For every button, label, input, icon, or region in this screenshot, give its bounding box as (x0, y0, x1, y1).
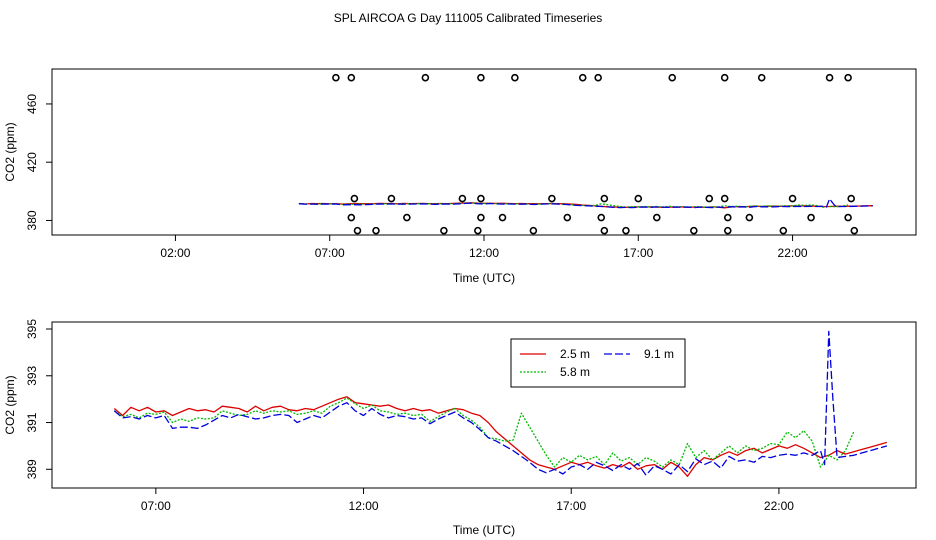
calibration-points (332, 73, 859, 235)
legend: 2.5 m 5.8 m 9.1 m (510, 338, 686, 388)
calibration-point (723, 226, 732, 235)
calibration-point (634, 194, 643, 203)
x-tick-label: 12:00 (349, 499, 379, 513)
legend-box (510, 338, 686, 388)
calibration-point (723, 213, 732, 222)
legend-label-5-8m: 5.8 m (560, 365, 590, 379)
calibration-point (757, 73, 766, 82)
legend-label-2-5m: 2.5 m (560, 347, 590, 361)
calibration-point (350, 194, 359, 203)
calibration-point (548, 194, 556, 203)
y-tick-label: 460 (25, 94, 39, 114)
top-y-axis-label: CO2 (ppm) (3, 122, 17, 181)
calibration-point (600, 226, 609, 235)
calibration-point (440, 226, 448, 235)
bottom-x-axis-label: Time (UTC) (453, 523, 515, 537)
x-tick-label: 22:00 (778, 246, 808, 260)
calibration-point (705, 194, 714, 203)
y-tick-label: 391 (25, 412, 39, 432)
calibration-point (529, 226, 538, 235)
calibration-point (847, 194, 856, 203)
top-x-axis-label: Time (UTC) (453, 271, 515, 285)
calibration-point (622, 226, 630, 235)
calibration-point (825, 73, 834, 82)
calibration-point (652, 213, 661, 222)
calibration-point (844, 213, 852, 222)
series-line-5-8-m (113, 397, 855, 468)
calibration-point (788, 194, 797, 203)
top-panel-frame (51, 68, 917, 236)
calibration-point (332, 73, 340, 82)
calibration-point (387, 194, 396, 203)
calibration-point (720, 73, 729, 82)
y-tick-label: 393 (25, 365, 39, 385)
calibration-point (474, 226, 482, 235)
calibration-point (403, 213, 411, 222)
calibration-point (477, 73, 485, 82)
y-tick-label: 389 (25, 459, 39, 479)
x-tick-label: 07:00 (141, 499, 171, 513)
calibration-point (458, 194, 467, 203)
calibration-point (597, 213, 606, 222)
calibration-point (511, 73, 519, 82)
calibration-point (477, 194, 485, 203)
calibration-point (594, 73, 602, 82)
calibration-point (347, 213, 356, 222)
calibration-point (347, 73, 356, 82)
bottom-panel-frame (51, 321, 917, 489)
calibration-point (690, 226, 698, 235)
bottom-series-lines (113, 330, 888, 477)
bottom-panel: 389 391 393 395 07:00 12:00 17:00 22:00 Time (… (3, 319, 917, 537)
calibration-point (477, 213, 485, 222)
y-tick-label: 420 (25, 152, 39, 172)
top-y-axis: 380 420 460 (25, 76, 53, 230)
calibration-point (563, 213, 572, 222)
x-tick-label: 17:00 (623, 246, 653, 260)
series-line-2-5-m (113, 396, 888, 477)
top-x-axis: 02:00 07:00 12:00 17:00 22:00 (160, 234, 808, 260)
bottom-y-axis: 389 391 393 395 (25, 319, 53, 479)
y-tick-label: 380 (25, 210, 39, 230)
calibration-point (807, 213, 815, 222)
series-line-9-1-m (298, 198, 873, 209)
legend-label-9-1m: 9.1 m (644, 347, 674, 361)
x-tick-label: 22:00 (764, 499, 794, 513)
calibration-point (668, 73, 677, 82)
calibration-point (372, 226, 380, 235)
series-line-9-1-m (113, 330, 888, 476)
top-panel: 380 420 460 02:00 07:00 12:00 17:00 22:00 Time… (3, 68, 917, 285)
x-tick-label: 17:00 (556, 499, 586, 513)
x-tick-label: 02:00 (160, 246, 190, 260)
calibration-point (421, 73, 430, 82)
calibration-point (353, 226, 362, 235)
figure-title: SPL AIRCOA G Day 111005 Calibrated Times… (334, 11, 603, 25)
bottom-x-axis: 07:00 12:00 17:00 22:00 (141, 487, 794, 513)
x-tick-label: 12:00 (469, 246, 499, 260)
bottom-y-axis-label: CO2 (ppm) (3, 375, 17, 434)
calibration-point (850, 226, 859, 235)
y-tick-label: 395 (25, 319, 39, 339)
calibration-point (779, 226, 788, 235)
calibration-point (745, 213, 754, 222)
calibration-point (498, 213, 507, 222)
calibration-point (720, 194, 729, 203)
calibration-point (600, 194, 609, 203)
top-series-lines (298, 198, 873, 209)
calibration-point (844, 73, 852, 82)
x-tick-label: 07:00 (315, 246, 345, 260)
calibration-point (578, 73, 587, 82)
